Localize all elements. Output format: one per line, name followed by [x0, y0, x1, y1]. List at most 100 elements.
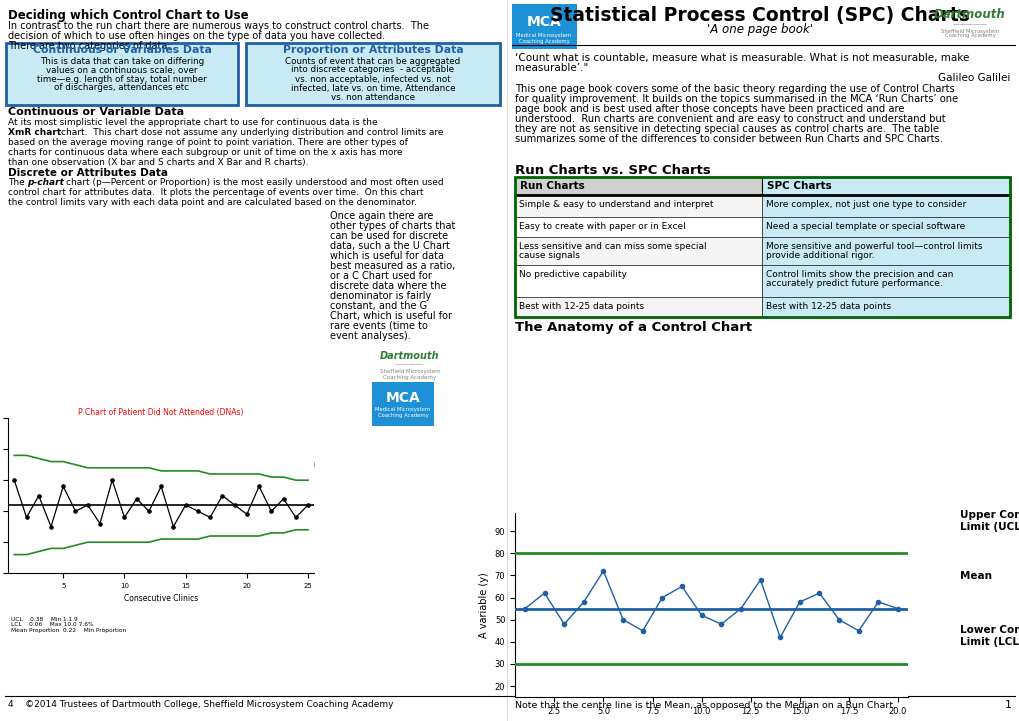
Text: XmR chart: XmR chart: [8, 128, 61, 137]
Text: cause signals: cause signals: [519, 251, 580, 260]
Text: Chart, which is useful for: Chart, which is useful for: [330, 311, 451, 321]
Text: This one page book covers some of the basic theory regarding the use of Control : This one page book covers some of the ba…: [515, 84, 954, 94]
Text: MCA: MCA: [385, 391, 420, 405]
Text: than one observation (X bar and S charts and X Bar and R charts).: than one observation (X bar and S charts…: [8, 158, 308, 167]
Text: into discrete categories  - acceptable: into discrete categories - acceptable: [291, 66, 454, 74]
X-axis label: Consecutive Clinics: Consecutive Clinics: [124, 595, 198, 603]
Title: P Chart of Patient Did Not Attended (DNAs): P Chart of Patient Did Not Attended (DNA…: [78, 408, 244, 417]
Text: —————: —————: [952, 21, 986, 27]
Text: Run Charts: Run Charts: [520, 181, 584, 191]
Text: Mean: Mean: [959, 571, 991, 581]
Text: Coaching Academy: Coaching Academy: [383, 374, 436, 379]
Text: p-chart: p-chart: [26, 178, 64, 187]
Text: More sensitive and powerful tool—control limits: More sensitive and powerful tool—control…: [765, 242, 982, 251]
Text: chart (p—Percent or Proportion) is the most easily understood and most often use: chart (p—Percent or Proportion) is the m…: [66, 178, 443, 187]
Text: Control limits show the precision and can: Control limits show the precision and ca…: [765, 270, 953, 279]
Text: event analyses).: event analyses).: [330, 331, 411, 341]
Text: understood.  Run charts are convenient and are easy to construct and understand : understood. Run charts are convenient an…: [515, 114, 945, 124]
Bar: [515, 217, 762, 237]
Text: Medical Microsystem: Medical Microsystem: [516, 33, 571, 38]
Text: Less sensitive and can miss some special: Less sensitive and can miss some special: [519, 242, 706, 251]
Text: control chart for attributes data.  It plots the percentage of events over time.: control chart for attributes data. It pl…: [8, 188, 423, 197]
Text: accurately predict future performance.: accurately predict future performance.: [765, 279, 943, 288]
Text: Best with 12-25 data points: Best with 12-25 data points: [765, 302, 891, 311]
Bar: [762, 237, 1009, 265]
FancyBboxPatch shape: [246, 43, 499, 105]
Bar: [515, 195, 762, 217]
Bar: [515, 177, 762, 195]
Text: which is useful for data: which is useful for data: [330, 251, 443, 261]
Text: decision of which to use often hinges on the type of data you have collected.: decision of which to use often hinges on…: [8, 31, 385, 41]
Bar: [515, 237, 762, 265]
Text: UCL    0.38    Min 1.1.9
LCL    0.06    Max 10.0 7.6%
Mean Proportion  0.22    M: UCL 0.38 Min 1.1.9 LCL 0.06 Max 10.0 7.6…: [11, 616, 126, 633]
Text: Medical Microsystem: Medical Microsystem: [375, 407, 430, 412]
Bar: [515, 265, 762, 297]
Text: Resources:: Resources:: [8, 425, 72, 435]
Bar: [762, 217, 1009, 237]
Text: This is data that can take on differing: This is data that can take on differing: [40, 56, 204, 66]
Text: rare events (time to: rare events (time to: [330, 321, 427, 331]
Text: time—e.g. length of stay, total number: time—e.g. length of stay, total number: [37, 74, 207, 84]
Text: vs. non acceptable, infected vs. not: vs. non acceptable, infected vs. not: [294, 74, 450, 84]
Bar: [372, 382, 433, 426]
Text: Continuous or Variable Data: Continuous or Variable Data: [8, 107, 184, 117]
Text: measurable’.": measurable’.": [515, 63, 588, 73]
Text: the control limits vary with each data point and are calculated based on the den: the control limits vary with each data p…: [8, 198, 417, 207]
Text: Counts of event that can be aggregated: Counts of event that can be aggregated: [285, 56, 461, 66]
Text: Coaching Academy: Coaching Academy: [518, 38, 569, 43]
Text: Coaching Academy: Coaching Academy: [377, 414, 428, 418]
Text: There are two categories of data:: There are two categories of data:: [8, 41, 170, 51]
Text: based on the average moving range of point to point variation. There are other t: based on the average moving range of poi…: [8, 138, 408, 147]
Bar: [762, 297, 1009, 317]
Text: they are not as sensitive in detecting special causes as control charts are.  Th: they are not as sensitive in detecting s…: [515, 124, 938, 134]
Text: chart.  This chart dose not assume any underlying distribution and control limit: chart. This chart dose not assume any un…: [61, 128, 443, 137]
Text: Note that the centre line is the Mean, as opposed to the Median on a Run Chart.: Note that the centre line is the Mean, a…: [515, 701, 896, 710]
Text: The Anatomy of a Control Chart: The Anatomy of a Control Chart: [515, 321, 751, 334]
Text: Sheffield Microsystem: Sheffield Microsystem: [379, 368, 440, 373]
Text: Simple & easy to understand and interpret: Simple & easy to understand and interpre…: [519, 200, 713, 209]
Text: charts for continuous data where each subgroup or unit of time on the x axis has: charts for continuous data where each su…: [8, 148, 403, 157]
Text: Run Charts vs. SPC Charts: Run Charts vs. SPC Charts: [515, 164, 710, 177]
Text: SPC Charts: SPC Charts: [766, 181, 832, 191]
Text: Sheffield Microsystem: Sheffield Microsystem: [940, 29, 999, 33]
Text: Easy to create with paper or in Excel: Easy to create with paper or in Excel: [519, 222, 685, 231]
Text: Lower Control
Limit (LCL): Lower Control Limit (LCL): [959, 625, 1019, 647]
Text: •  Carey & Lloyd (1995) - Measuring Quality Improvement in: • Carey & Lloyd (1995) - Measuring Quali…: [14, 459, 315, 469]
Text: of discharges, attendances etc: of discharges, attendances etc: [54, 84, 190, 92]
Text: best measured as a ratio,: best measured as a ratio,: [330, 261, 454, 271]
FancyBboxPatch shape: [6, 43, 237, 105]
Text: Statistical Process Control (SPC) Charts: Statistical Process Control (SPC) Charts: [549, 6, 969, 25]
Text: No predictive capability: No predictive capability: [519, 270, 627, 279]
Text: denominator is fairly: denominator is fairly: [330, 291, 431, 301]
Text: other types of charts that: other types of charts that: [330, 221, 454, 231]
Text: At its most simplistic level the appropriate chart to use for continuous data is: At its most simplistic level the appropr…: [8, 118, 377, 127]
Text: Coaching Academy: Coaching Academy: [944, 33, 995, 38]
Text: discrete data where the: discrete data where the: [330, 281, 446, 291]
Bar: [762, 195, 1009, 217]
Text: Deciding which Control Chart to Use: Deciding which Control Chart to Use: [8, 9, 249, 22]
Text: More complex, not just one type to consider: More complex, not just one type to consi…: [765, 200, 966, 209]
Text: 4    ©2014 Trustees of Dartmouth College, Sheffield Microsystem Coaching Academy: 4 ©2014 Trustees of Dartmouth College, S…: [8, 700, 393, 709]
Text: Proportion or Attributes Data: Proportion or Attributes Data: [282, 45, 463, 55]
Text: Discrete or Attributes Data: Discrete or Attributes Data: [8, 168, 168, 178]
Text: can be used for discrete: can be used for discrete: [330, 231, 447, 241]
Text: Need a special template or special software: Need a special template or special softw…: [765, 222, 965, 231]
Text: values on a continuous scale, over: values on a continuous scale, over: [46, 66, 198, 74]
Text: data, such a the U Chart: data, such a the U Chart: [330, 241, 449, 251]
Bar: [515, 297, 762, 317]
Text: Once again there are: Once again there are: [330, 211, 433, 221]
Text: vs. non attendance: vs. non attendance: [331, 92, 415, 102]
Text: In contrast to the run chart there are numerous ways to construct control charts: In contrast to the run chart there are n…: [8, 21, 429, 31]
Bar: [762, 265, 1009, 297]
Y-axis label: A variable (y): A variable (y): [479, 572, 489, 638]
Text: constant, and the G: constant, and the G: [330, 301, 427, 311]
Bar: [512, 4, 577, 49]
Text: 1: 1: [1004, 700, 1011, 710]
Text: MCA: MCA: [526, 15, 560, 29]
Text: Galileo Galilei: Galileo Galilei: [936, 73, 1009, 83]
Bar: [762, 177, 1009, 195]
Text: ————: ————: [395, 361, 424, 367]
Text: 'A one page book': 'A one page book': [706, 22, 812, 35]
Bar: [515, 177, 1009, 317]
Text: provide additional rigor.: provide additional rigor.: [765, 251, 874, 260]
